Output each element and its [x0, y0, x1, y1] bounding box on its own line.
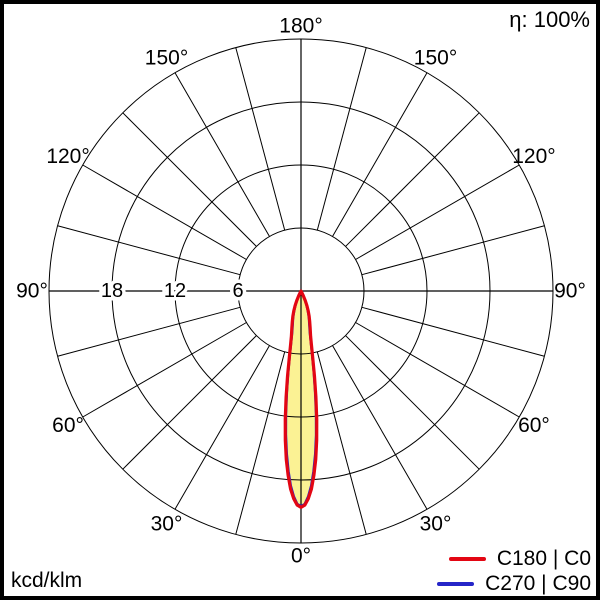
grid-radial-line: [361, 306, 545, 357]
grid-radial-line: [174, 72, 270, 237]
grid-radial-line: [122, 112, 257, 247]
grid-radial-line: [332, 345, 428, 510]
grid-radial-line: [316, 47, 367, 231]
unit-label: kcd/klm: [11, 569, 83, 592]
angle-label: 30°: [420, 512, 452, 535]
radial-tick-label: 6: [232, 280, 243, 302]
radial-tick-label: 18: [101, 280, 123, 302]
grid-radial-line: [345, 335, 480, 470]
c0-curve: [283, 289, 319, 509]
grid-radial-line: [82, 164, 247, 260]
efficiency-label: η: 100%: [509, 7, 590, 32]
grid-radial-line: [235, 351, 286, 535]
grid-radial-line: [316, 351, 367, 535]
legend: C180 | C0 C270 | C90: [437, 546, 591, 596]
angle-label: 180°: [279, 15, 322, 38]
angle-label: 30°: [151, 512, 183, 535]
grid-radial-line: [122, 335, 257, 470]
legend-item-c90: C270 | C90: [437, 571, 591, 596]
grid-radial-line: [355, 322, 520, 418]
legend-label-c0: C180 | C0: [496, 546, 591, 570]
angle-label: 120°: [512, 145, 555, 168]
angle-label: 150°: [414, 47, 457, 70]
angle-label: 150°: [145, 47, 188, 70]
radial-tick-label: 12: [164, 280, 186, 302]
angle-label: 0°: [291, 545, 311, 568]
grid-radial-line: [355, 164, 520, 260]
angle-label: 60°: [518, 414, 550, 437]
legend-label-c90: C270 | C90: [485, 571, 591, 595]
grid-radial-line: [57, 306, 241, 357]
c0-line-swatch: [448, 556, 486, 561]
grid-radial-line: [235, 47, 286, 231]
legend-item-c0: C180 | C0: [448, 546, 591, 571]
c90-line-swatch: [437, 581, 475, 586]
grid-radial-line: [57, 225, 241, 276]
angle-label: 60°: [52, 414, 84, 437]
angle-label: 120°: [46, 145, 89, 168]
angle-label: 90°: [16, 280, 48, 303]
grid-radial-line: [174, 345, 270, 510]
grid-radial-line: [332, 72, 428, 237]
grid-radial-line: [345, 112, 480, 247]
grid-radial-line: [82, 322, 247, 418]
angle-label: 90°: [554, 280, 586, 303]
grid-radial-line: [361, 225, 545, 276]
